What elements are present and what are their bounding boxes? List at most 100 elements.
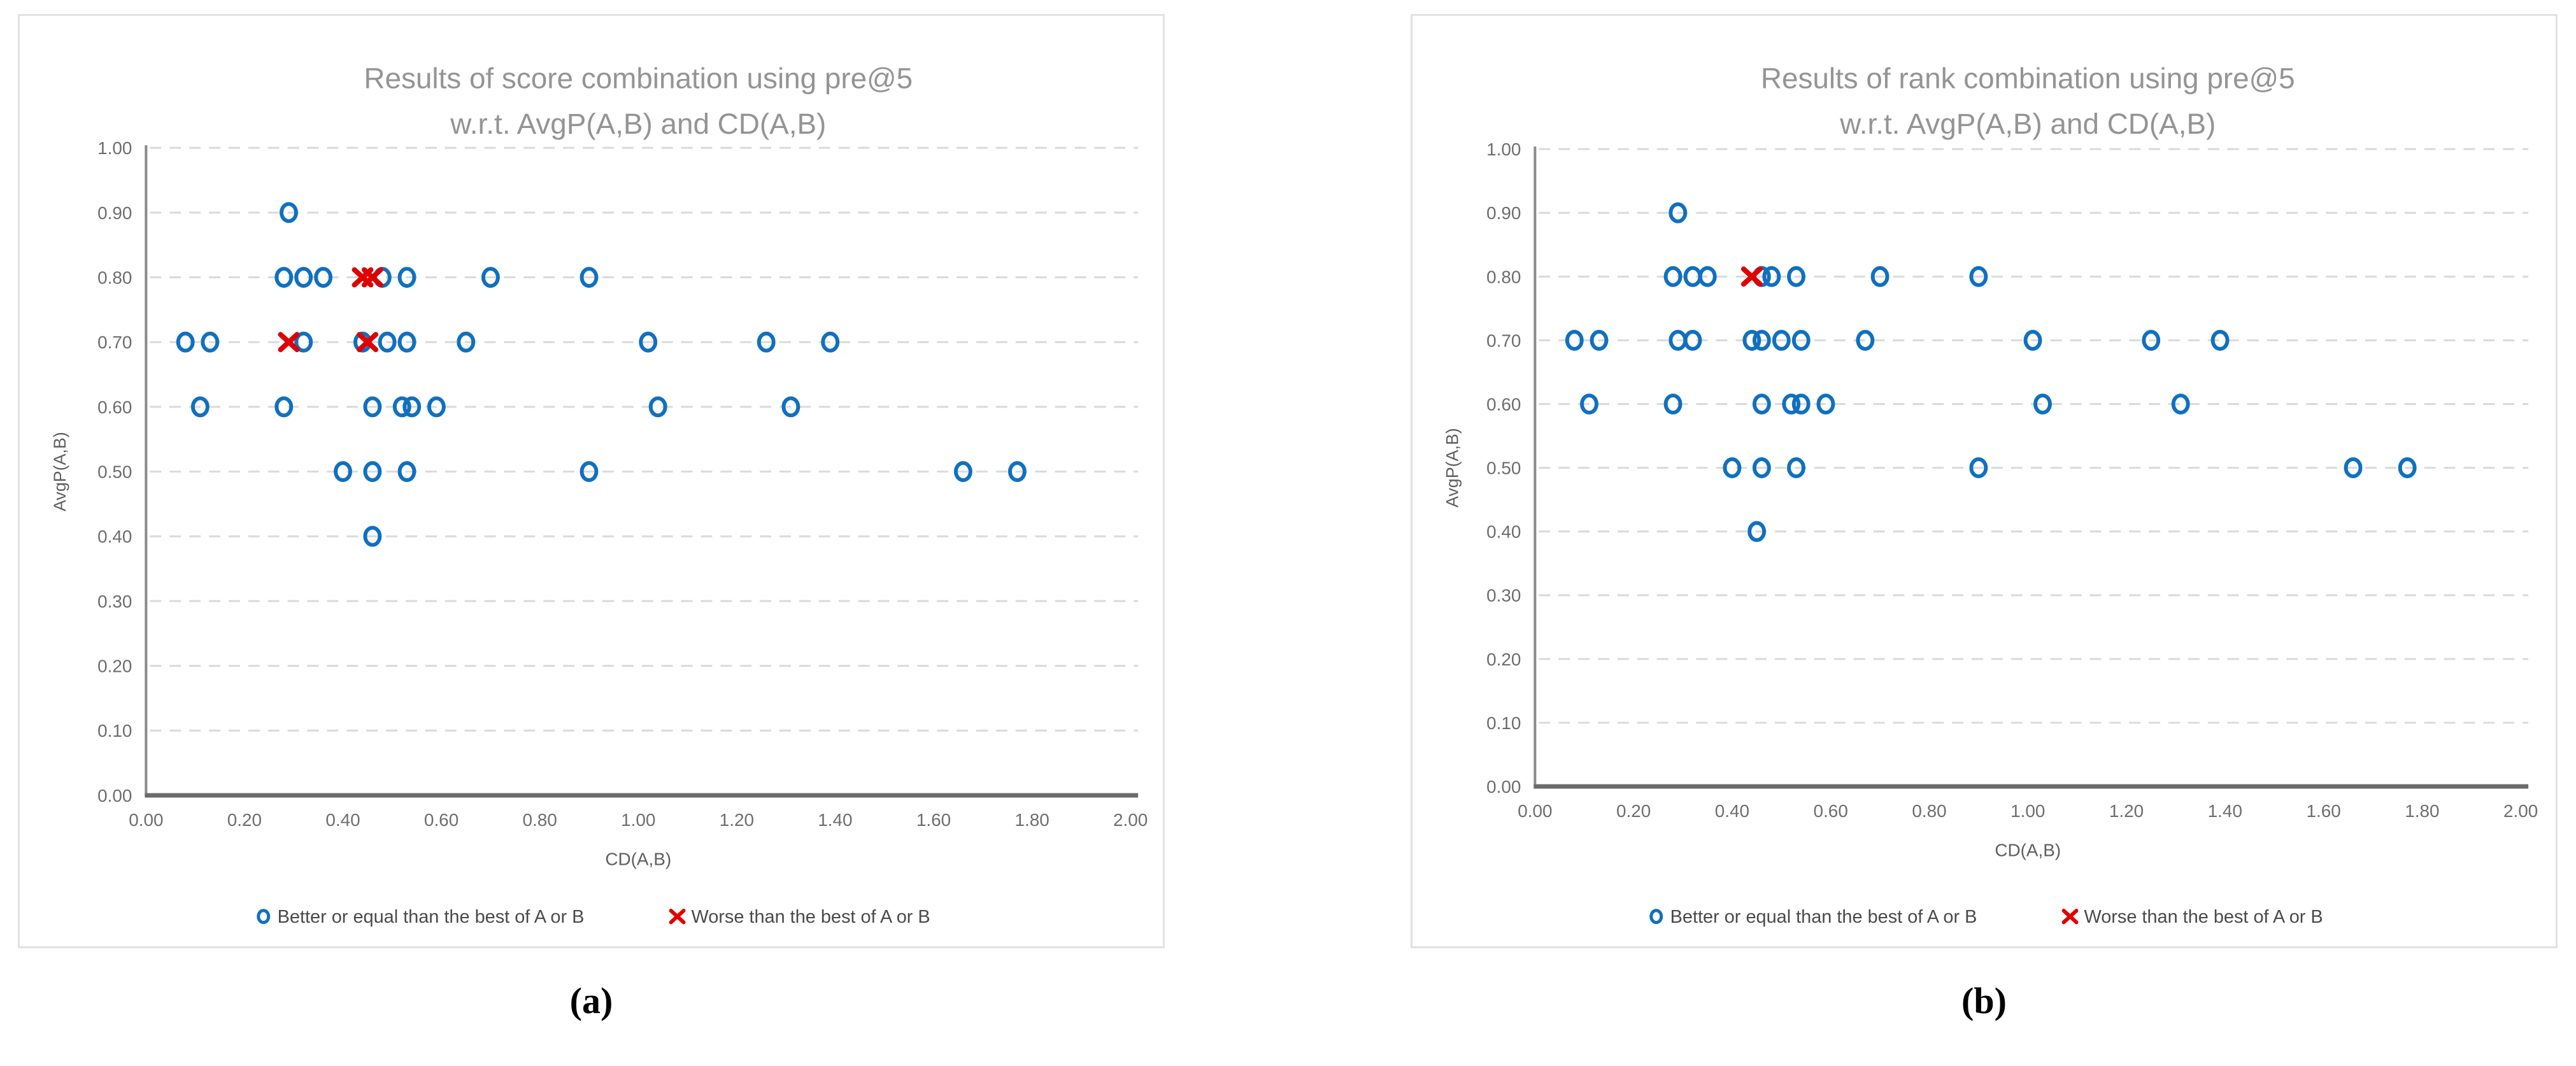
data-point-better	[2210, 329, 2230, 351]
data-point-better	[1698, 266, 1717, 287]
data-point-better	[481, 267, 500, 288]
x-tick-label: 0.60	[424, 810, 459, 830]
data-point-better	[402, 396, 422, 418]
y-tick-label: 0.90	[97, 203, 132, 223]
data-point-better	[397, 461, 416, 482]
y-tick-label: 0.60	[97, 397, 132, 417]
chart-title-line-2: w.r.t. AvgP(A,B) and CD(A,B)	[1839, 108, 2216, 140]
y-tick-label: 0.50	[97, 462, 132, 482]
legend-better-marker-icon	[1649, 909, 1663, 925]
y-tick-label: 1.00	[1486, 139, 1521, 159]
data-point-better	[1590, 329, 1609, 351]
data-point-better	[1580, 394, 1598, 415]
data-point-better	[1752, 457, 1771, 479]
x-tick-label: 0.20	[227, 810, 262, 830]
y-tick-label: 0.20	[1486, 650, 1521, 669]
x-tick-label: 1.60	[2306, 801, 2340, 821]
y-tick-label: 0.40	[1486, 522, 1521, 542]
legend-worse-marker-icon	[669, 909, 686, 925]
data-point-better	[397, 267, 416, 288]
subfigure-caption-a: (a)	[569, 980, 613, 1021]
y-tick-label: 0.80	[97, 267, 132, 287]
data-point-better	[1663, 394, 1683, 415]
data-point-better	[397, 331, 416, 353]
y-tick-label: 1.00	[97, 138, 132, 158]
legend-worse-marker-icon	[2061, 909, 2079, 925]
x-tick-label: 0.80	[523, 810, 557, 830]
y-tick-label: 0.30	[97, 592, 132, 611]
x-tick-label: 1.00	[621, 810, 655, 830]
data-point-better	[457, 331, 476, 353]
data-point-better	[294, 267, 313, 288]
data-point-better	[1762, 266, 1781, 287]
y-tick-label: 0.10	[1486, 713, 1521, 733]
data-point-better	[1747, 521, 1767, 543]
x-tick-label: 1.60	[916, 810, 951, 830]
data-point-better	[1791, 394, 1811, 415]
data-point-better	[1969, 266, 1988, 287]
data-point-better	[363, 396, 382, 418]
x-tick-label: 1.00	[2010, 801, 2045, 821]
y-axis-title: AvgP(A,B)	[1443, 428, 1462, 508]
x-tick-label: 1.20	[720, 810, 754, 830]
y-tick-label: 0.30	[1486, 586, 1521, 606]
legend-better-label: Better or equal than the best of A or B	[1670, 907, 1977, 927]
data-point-better	[821, 331, 840, 353]
data-point-better	[280, 202, 298, 224]
data-point-better	[1787, 457, 1805, 479]
data-point-better	[781, 396, 801, 418]
chart-panel-rank-combination: 0.00 0.10 0.20 0.30 0.40 0.50 0.60 0.70 0.80 0.90…	[1411, 14, 2558, 948]
y-tick-label: 0.60	[1486, 394, 1521, 414]
data-point-better	[1752, 329, 1771, 351]
x-tick-label: 0.00	[129, 810, 163, 830]
x-tick-label: 2.00	[2503, 801, 2538, 821]
data-point-better	[1742, 329, 1761, 351]
data-point-better	[1772, 329, 1791, 351]
y-tick-label: 0.40	[97, 527, 132, 546]
data-point-better	[294, 331, 313, 353]
legend-worse-label: Worse than the best of A or B	[691, 907, 930, 927]
y-tick-label: 0.10	[97, 721, 132, 741]
data-point-better	[2142, 329, 2161, 351]
data-point-better	[639, 331, 658, 353]
x-tick-label: 0.00	[1518, 801, 1552, 821]
data-point-better	[2023, 329, 2042, 351]
data-point-worse	[278, 332, 300, 353]
y-tick-label: 0.80	[1486, 267, 1521, 287]
data-point-better	[1752, 394, 1771, 415]
data-point-better	[580, 461, 599, 482]
x-tick-label: 1.80	[2405, 801, 2439, 821]
data-point-better	[1791, 329, 1811, 351]
data-point-better	[2398, 457, 2417, 479]
subfigure-caption-b: (b)	[1961, 980, 2007, 1021]
chart-panel-score-combination: 0.00 0.10 0.20 0.30 0.40 0.50 0.60 0.70 0.80 0.90…	[18, 14, 1165, 948]
x-axis-title: CD(A,B)	[1995, 841, 2061, 860]
data-point-better	[1683, 329, 1702, 351]
x-tick-label: 1.20	[2109, 801, 2144, 821]
x-tick-label: 1.40	[818, 810, 852, 830]
x-tick-label: 0.40	[325, 810, 360, 830]
data-point-better	[1565, 329, 1584, 351]
x-tick-label: 0.60	[1814, 801, 1848, 821]
data-point-better	[1870, 266, 1889, 287]
data-point-better	[757, 331, 776, 353]
data-point-worse	[361, 267, 383, 288]
data-point-better	[427, 396, 446, 418]
data-point-better	[1782, 394, 1801, 415]
data-point-better	[1007, 461, 1027, 482]
data-point-better	[1663, 266, 1683, 287]
y-tick-label: 0.90	[1486, 203, 1521, 223]
data-point-better	[1723, 457, 1742, 479]
y-tick-label: 0.50	[1486, 458, 1521, 478]
data-point-better	[190, 396, 210, 418]
y-tick-label: 0.70	[1486, 330, 1521, 350]
scatter-chart-rank-combination: 0.00 0.10 0.20 0.30 0.40 0.50 0.60 0.70 0.80 0.90…	[1443, 62, 2538, 928]
y-tick-label: 0.20	[97, 657, 132, 676]
x-tick-label: 0.80	[1912, 801, 1946, 821]
data-point-better	[392, 396, 411, 418]
data-point-better	[2171, 394, 2190, 415]
legend-better-marker-icon	[257, 909, 271, 925]
data-point-better	[274, 267, 294, 288]
x-axis-title: CD(A,B)	[605, 849, 671, 869]
